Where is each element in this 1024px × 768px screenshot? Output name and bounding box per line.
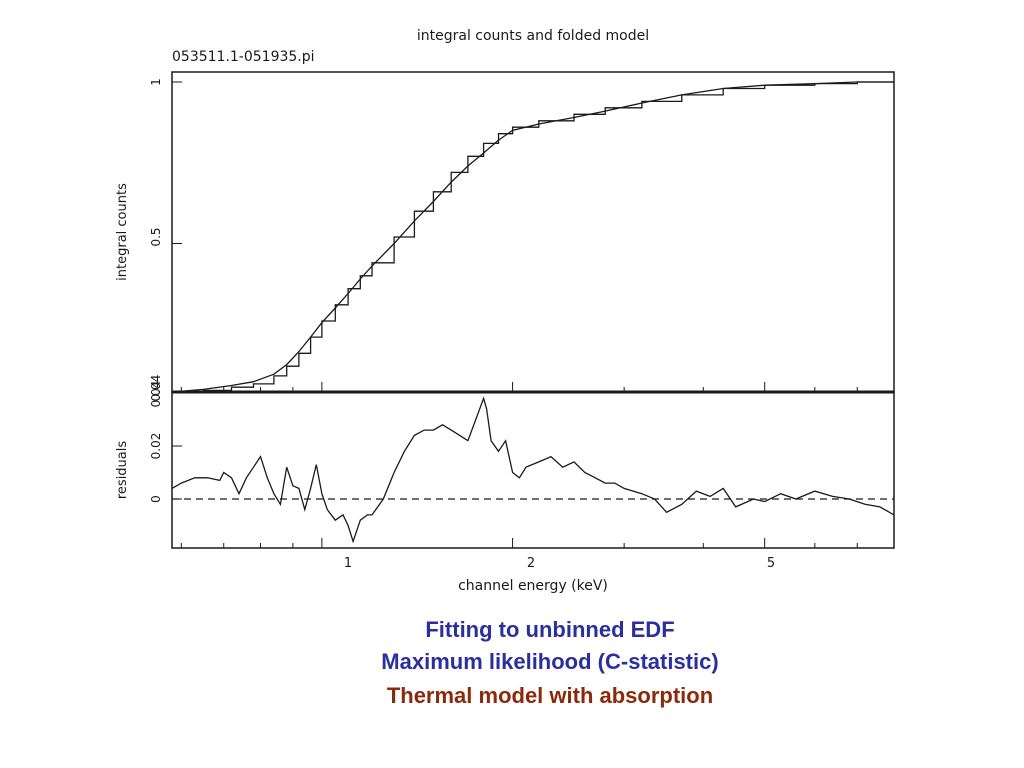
spectral-fit-figure: integral counts and folded model 053511.… bbox=[115, 28, 895, 594]
top-ylabel: integral counts bbox=[115, 183, 130, 281]
bottom-ytick-label-1: 0.02 bbox=[149, 433, 163, 460]
chart-title: integral counts and folded model bbox=[417, 28, 649, 44]
caption-line-3: Thermal model with absorption bbox=[386, 683, 714, 708]
bottom-ytick-label-2: 0.04 bbox=[149, 381, 163, 408]
residuals-series bbox=[171, 396, 895, 544]
caption-line-2: Maximum likelihood (C-statistic) bbox=[381, 649, 719, 674]
residuals-curve bbox=[171, 396, 895, 544]
top-ytick-label-1: 0.5 bbox=[149, 227, 163, 246]
bottom-ytick-label-0: 0 bbox=[149, 495, 163, 503]
data-file-label: 053511.1-051935.pi bbox=[172, 49, 315, 65]
xtick-label-1: 2 bbox=[527, 556, 535, 571]
caption-line-1: Fitting to unbinned EDF bbox=[425, 617, 675, 642]
x-axis-label: channel energy (keV) bbox=[458, 578, 608, 594]
integral-data-curve bbox=[172, 81, 894, 393]
folded-model-curve bbox=[171, 81, 894, 393]
top-axis-ticks bbox=[172, 81, 895, 393]
integral-counts-series bbox=[171, 81, 894, 393]
xtick-label-0: 1 bbox=[344, 556, 352, 571]
xtick-label-2: 5 bbox=[767, 556, 775, 571]
bottom-axis-ticks bbox=[172, 392, 895, 548]
bottom-ylabel: residuals bbox=[115, 441, 130, 500]
top-ytick-label-2: 1 bbox=[149, 78, 163, 86]
top-ytick-label-0: 0.04 bbox=[149, 375, 163, 402]
top-plot-frame bbox=[171, 71, 895, 393]
bottom-plot-frame bbox=[171, 391, 895, 549]
